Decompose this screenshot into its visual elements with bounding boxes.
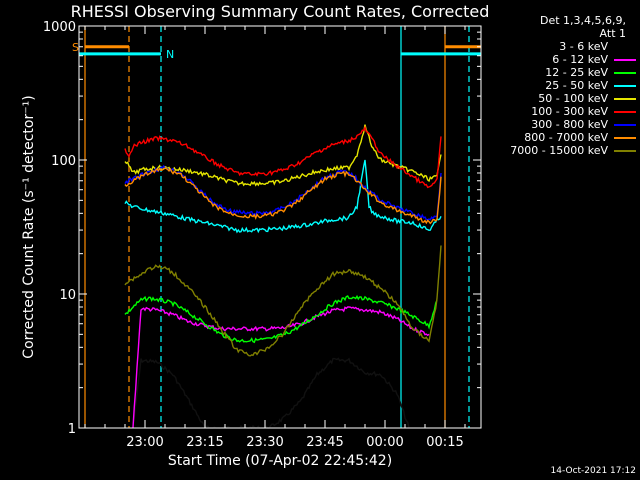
legend-entry: 50 - 100 keV (484, 92, 636, 105)
series-line (132, 306, 430, 428)
legend-entry: 25 - 50 keV (484, 79, 636, 92)
x-tick-label: 23:15 (186, 435, 223, 450)
y-tick-label: 1000 (43, 20, 76, 35)
legend-swatch (614, 136, 636, 139)
legend-label: 800 - 7000 keV (524, 131, 608, 144)
legend-swatch (614, 123, 636, 126)
series-line (132, 357, 410, 430)
x-axis-label: Start Time (07-Apr-02 22:45:42) (168, 453, 392, 469)
legend-label: 3 - 6 keV (559, 40, 608, 53)
plot-frame (78, 25, 482, 429)
series-line (124, 294, 438, 344)
x-tick-label: 23:00 (126, 435, 163, 450)
legend-entry: 300 - 800 keV (484, 118, 636, 131)
legend-label: 300 - 800 keV (531, 118, 608, 131)
series-line (124, 159, 442, 234)
legend-swatch (614, 110, 636, 113)
saa-flag-label: S (72, 41, 79, 54)
x-tick-label: 00:15 (426, 435, 463, 450)
y-axis-label: Corrected Count Rate (s⁻¹ detector⁻¹) (21, 95, 37, 358)
legend-label: 12 - 25 keV (545, 66, 608, 79)
legend-label: 7000 - 15000 keV (510, 144, 608, 157)
legend-label: 6 - 12 keV (552, 53, 608, 66)
legend-swatch (614, 71, 636, 74)
y-tick-label: 100 (51, 154, 76, 169)
legend-label: 25 - 50 keV (545, 79, 608, 92)
legend-swatch (614, 58, 636, 61)
legend-entry: 12 - 25 keV (484, 66, 636, 79)
series-line (124, 125, 442, 189)
legend-entry: 3 - 6 keV (484, 40, 636, 53)
legend-entry: 7000 - 15000 keV (484, 144, 636, 157)
legend-swatch (614, 97, 636, 100)
series-line (124, 124, 442, 187)
series-line (124, 245, 442, 357)
chart-title: RHESSI Observing Summary Count Rates, Co… (70, 2, 490, 21)
series-line (124, 167, 442, 225)
legend-swatch (614, 149, 636, 152)
legend: Det 1,3,4,5,6,9, Att 1 3 - 6 keV 6 - 12 k… (484, 14, 636, 157)
legend-label: 100 - 300 keV (531, 105, 608, 118)
legend-header-line1: Det 1,3,4,5,6,9, (539, 14, 626, 27)
legend-entry: 800 - 7000 keV (484, 131, 636, 144)
series-line (124, 164, 442, 221)
legend-entry: 6 - 12 keV (484, 53, 636, 66)
y-tick-label: 1 (68, 422, 76, 437)
x-tick-label: 23:45 (306, 435, 343, 450)
x-tick-label: 00:00 (366, 435, 403, 450)
y-tick-label: 10 (59, 288, 76, 303)
legend-swatch (614, 84, 636, 87)
timestamp: 14-Oct-2021 17:12 (550, 466, 636, 476)
legend-entry: 100 - 300 keV (484, 105, 636, 118)
x-tick-label: 23:30 (246, 435, 283, 450)
legend-swatch (614, 45, 636, 48)
legend-header-line2: Att 1 (599, 27, 626, 40)
night-flag-label: N (166, 48, 174, 61)
legend-label: 50 - 100 keV (538, 92, 608, 105)
